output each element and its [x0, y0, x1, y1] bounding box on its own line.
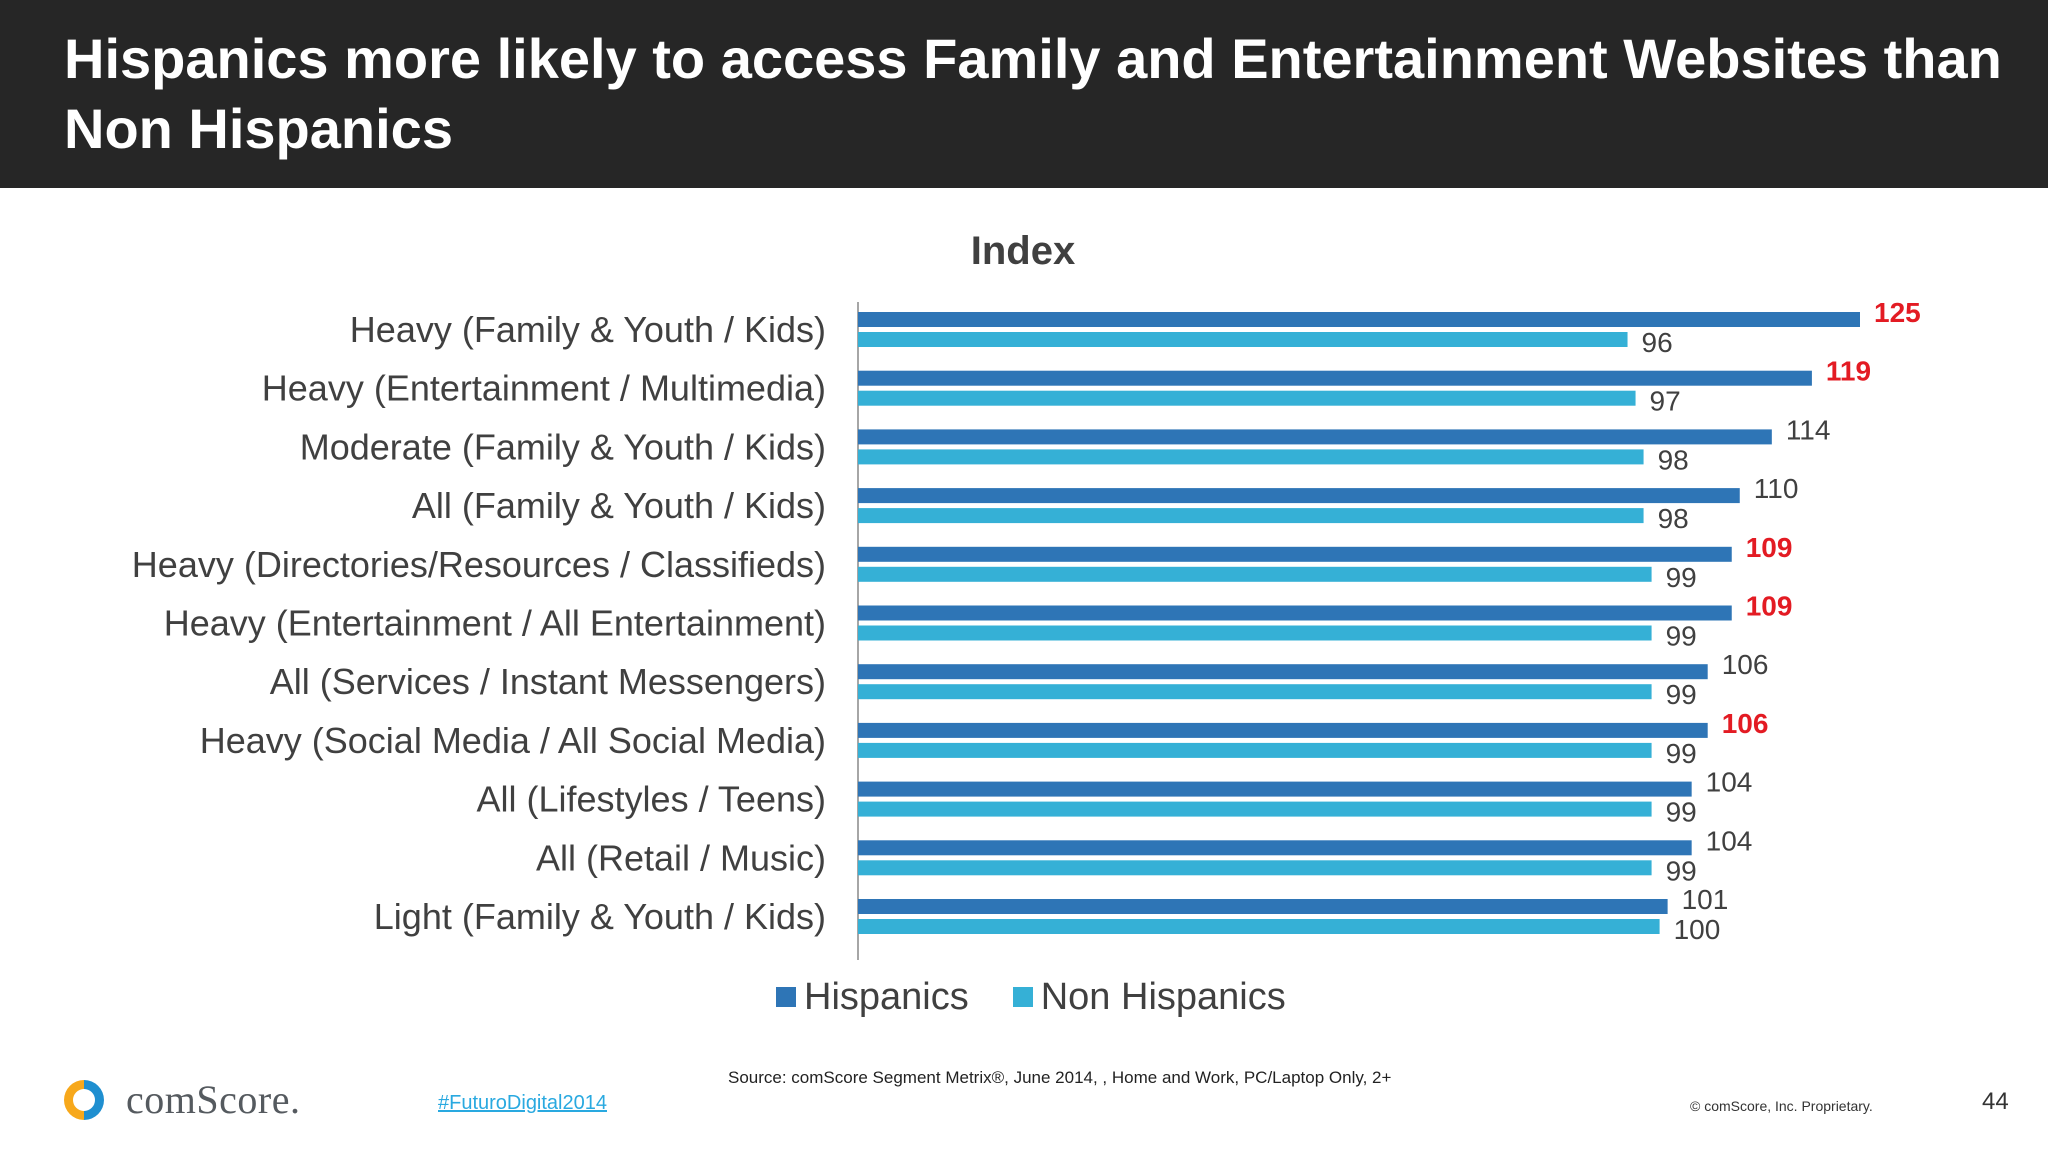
data-label-non-hispanics: 99	[1666, 562, 1697, 593]
data-label-hispanics: 106	[1722, 649, 1769, 680]
bar-non-hispanics	[858, 742, 1652, 758]
source-note: Source: comScore Segment Metrix®, June 2…	[728, 1068, 1392, 1087]
bar-non-hispanics	[858, 860, 1652, 876]
data-label-hispanics: 114	[1786, 414, 1831, 445]
hashtag-link[interactable]: #FuturoDigital2014	[438, 1092, 607, 1114]
bar-hispanics	[858, 312, 1860, 327]
data-label-hispanics: 104	[1706, 767, 1753, 798]
legend-label-non-hispanics: Non Hispanics	[1040, 975, 1286, 1018]
page-title: Hispanics more likely to access Family a…	[64, 27, 2002, 160]
category-label: All (Retail / Music)	[536, 837, 826, 878]
data-label-non-hispanics: 98	[1658, 503, 1689, 534]
data-label-hispanics: 109	[1746, 532, 1793, 563]
data-label-hispanics: 106	[1722, 708, 1769, 739]
data-label-non-hispanics: 99	[1666, 621, 1697, 652]
data-label-non-hispanics: 96	[1642, 327, 1673, 358]
legend-swatch-hispanics	[776, 987, 796, 1007]
bar-non-hispanics	[858, 801, 1652, 817]
legend-swatch-non-hispanics	[1012, 987, 1033, 1007]
bar-non-hispanics	[858, 390, 1636, 406]
bar-non-hispanics	[858, 919, 1660, 934]
data-label-non-hispanics: 100	[1674, 914, 1721, 945]
bar-hispanics	[858, 546, 1732, 562]
comscore-logo-text: comScore.	[126, 1077, 301, 1122]
category-label: All (Services / Instant Messengers)	[270, 661, 826, 702]
data-label-hispanics: 110	[1754, 473, 1799, 504]
bar-non-hispanics	[858, 566, 1652, 582]
bar-hispanics	[858, 370, 1812, 386]
copyright-note: © comScore, Inc. Proprietary.	[1690, 1098, 1873, 1114]
bar-hispanics	[858, 605, 1732, 621]
category-label: Heavy (Entertainment / All Entertainment…	[164, 603, 826, 644]
page-number: 44	[1982, 1088, 2009, 1115]
data-label-hispanics: 101	[1682, 884, 1729, 915]
category-label: Heavy (Family & Youth / Kids)	[350, 309, 826, 350]
bar-chart: Index Heavy (Family & Youth / Kids) 125 96 H…	[132, 229, 1921, 960]
bar-hispanics	[858, 488, 1740, 504]
category-label: All (Family & Youth / Kids)	[412, 485, 826, 526]
data-label-non-hispanics: 97	[1650, 386, 1681, 417]
legend-item-non-hispanics: Non Hispanics	[1012, 975, 1286, 1019]
legend-item-hispanics: Hispanics	[776, 976, 969, 1019]
bar-hispanics	[858, 664, 1708, 680]
data-label-non-hispanics: 99	[1666, 797, 1697, 828]
chart-legend: Hispanics Non Hispanics	[776, 972, 1330, 1022]
legend-label-hispanics: Hispanics	[804, 975, 969, 1018]
bar-hispanics	[858, 722, 1708, 738]
bar-hispanics	[858, 840, 1692, 856]
data-label-non-hispanics: 99	[1666, 679, 1697, 710]
bar-non-hispanics	[858, 684, 1652, 700]
bar-hispanics	[858, 899, 1668, 914]
category-label: Light (Family & Youth / Kids)	[374, 896, 826, 937]
category-label: All (Lifestyles / Teens)	[477, 779, 826, 820]
bar-non-hispanics	[858, 332, 1628, 347]
data-label-non-hispanics: 99	[1666, 738, 1697, 769]
data-label-hispanics: 125	[1874, 297, 1921, 328]
bar-hispanics	[858, 429, 1772, 445]
data-label-hispanics: 104	[1706, 825, 1753, 856]
data-label-non-hispanics: 99	[1666, 855, 1697, 886]
bar-non-hispanics	[858, 508, 1644, 524]
data-label-hispanics: 109	[1746, 591, 1793, 622]
comscore-logo: comScore.	[62, 1076, 300, 1123]
data-label-non-hispanics: 98	[1658, 444, 1689, 475]
category-label: Moderate (Family & Youth / Kids)	[300, 426, 826, 467]
data-label-hispanics: 119	[1826, 356, 1871, 387]
category-label: Heavy (Directories/Resources / Classifie…	[132, 544, 826, 585]
bar-hispanics	[858, 781, 1692, 797]
category-label: Heavy (Social Media / All Social Media)	[200, 720, 826, 761]
comscore-logo-icon	[64, 1079, 104, 1120]
chart-title: Index	[971, 229, 1075, 273]
bar-non-hispanics	[858, 625, 1652, 641]
bar-non-hispanics	[858, 449, 1644, 465]
title-bar: Hispanics more likely to access Family a…	[0, 0, 2048, 188]
category-label: Heavy (Entertainment / Multimedia)	[262, 368, 826, 409]
